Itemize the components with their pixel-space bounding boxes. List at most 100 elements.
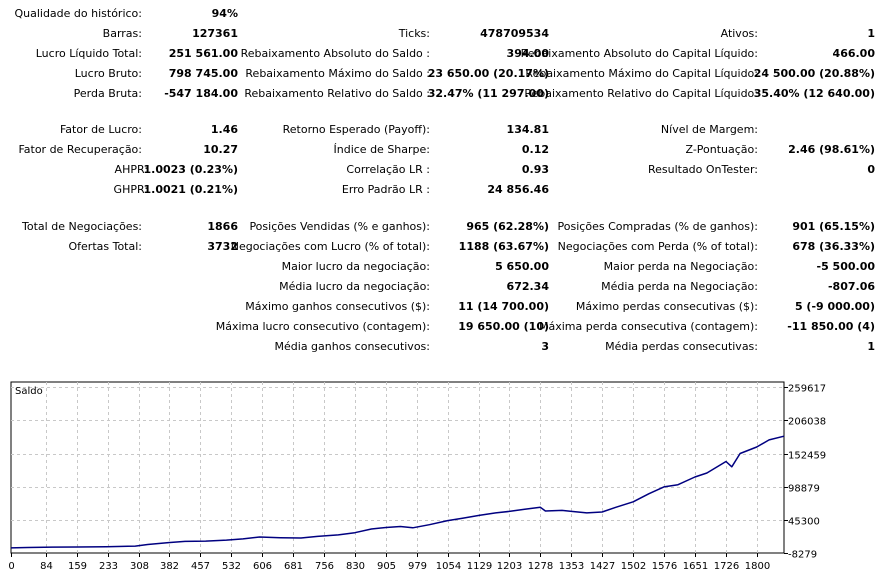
max-cons-losses-label: Máximo perdas consecutivas ($):: [575, 300, 758, 313]
ontester-value: 0: [867, 163, 875, 176]
net-profit-value: 251 561.00: [168, 47, 238, 60]
lr-correlation-value: 0.93: [521, 163, 549, 176]
symbols-label: Ativos:: [720, 27, 758, 40]
largest-profit-value: 5 650.00: [495, 260, 549, 273]
total-deals-label: Ofertas Total:: [68, 240, 143, 253]
avg-loss-label: Média perda na Negociação:: [601, 280, 758, 293]
profit-factor-label: Fator de Lucro:: [59, 123, 142, 136]
balance-dd-max-value: 23 650.00 (20.17%): [427, 67, 549, 80]
balance-dd-max-label: Rebaixamento Máximo do Saldo :: [245, 67, 430, 80]
avg-cons-losses-value: 1: [867, 340, 875, 353]
largest-loss-value: -5 500.00: [816, 260, 876, 273]
gross-loss-label: Perda Bruta:: [73, 87, 142, 100]
largest-loss-label: Maior perda na Negociação:: [603, 260, 758, 273]
recovery-factor-label: Fator de Recuperação:: [18, 143, 142, 156]
avg-cons-wins-label: Média ganhos consecutivos:: [274, 340, 430, 353]
y-tick-label: 206038: [788, 417, 826, 428]
ahpr-value: 1.0023 (0.23%): [143, 163, 239, 176]
balance-series-line: [10, 435, 785, 549]
ghpr-value: 1.0021 (0.21%): [143, 183, 239, 196]
equity-dd-rel-value: 35.40% (12 640.00): [753, 87, 875, 100]
profit-factor-value: 1.46: [210, 123, 238, 136]
x-tick-label: 905: [377, 561, 396, 572]
equity-dd-abs-value: 466.00: [832, 47, 875, 60]
lr-std-error-label: Erro Padrão LR :: [341, 183, 430, 196]
margin-level-label: Nível de Margem:: [660, 123, 758, 136]
z-score-value: 2.46 (98.61%): [788, 143, 875, 156]
gross-loss-value: -547 184.00: [164, 87, 238, 100]
x-tick-label: 1427: [590, 561, 615, 572]
sharpe-value: 0.12: [521, 143, 549, 156]
short-positions-label: Posições Vendidas (% e ganhos):: [249, 220, 430, 233]
avg-loss-value: -807.06: [827, 280, 875, 293]
loss-trades-label: Negociações com Perda (% of total):: [557, 240, 758, 253]
max-cons-profit-value: 19 650.00 (10): [458, 320, 549, 333]
equity-dd-abs-label: Rebaixamento Absoluto do Capital Líquido…: [520, 47, 758, 60]
bars-label: Barras:: [102, 27, 142, 40]
balance-chart: 0 84 159 233 308 382 457 532 606 681 756 830 905 979 1…: [0, 376, 892, 579]
max-cons-profit-label: Máxima lucro consecutivo (contagem):: [215, 320, 430, 333]
x-tick-label: 681: [284, 561, 303, 572]
max-cons-losses-value: 5 (-9 000.00): [794, 300, 875, 313]
history-quality-value: 94%: [211, 7, 238, 20]
max-cons-loss-value: -11 850.00 (4): [787, 320, 875, 333]
ticks-label: Ticks:: [398, 27, 430, 40]
expected-payoff-value: 134.81: [506, 123, 549, 136]
symbols-value: 1: [867, 27, 875, 40]
balance-dd-abs-label: Rebaixamento Absoluto do Saldo :: [240, 47, 430, 60]
x-tick-label: 159: [68, 561, 87, 572]
max-cons-wins-value: 11 (14 700.00): [458, 300, 549, 313]
history-quality-label: Qualidade do histórico:: [14, 7, 142, 20]
balance-dd-abs-value: 394.00: [506, 47, 549, 60]
total-trades-label: Total de Negociações:: [22, 220, 142, 233]
recovery-factor-value: 10.27: [203, 143, 238, 156]
z-score-label: Z-Pontuação:: [685, 143, 758, 156]
avg-profit-label: Média lucro da negociação:: [279, 280, 430, 293]
x-tick-label: 84: [40, 561, 53, 572]
x-tick-label: 1726: [714, 561, 739, 572]
loss-trades-value: 678 (36.33%): [792, 240, 875, 253]
gross-profit-label: Lucro Bruto:: [74, 67, 142, 80]
net-profit-label: Lucro Líquido Total:: [35, 47, 142, 60]
x-tick-label: 1203: [497, 561, 522, 572]
x-tick-label: 308: [130, 561, 149, 572]
y-tick-label: 98879: [788, 484, 820, 495]
y-tick-label: 152459: [788, 451, 826, 462]
max-cons-wins-label: Máximo ganhos consecutivos ($):: [245, 300, 430, 313]
x-tick-label: 979: [408, 561, 427, 572]
x-tick-label: 233: [99, 561, 118, 572]
expected-payoff-label: Retorno Esperado (Payoff):: [282, 123, 430, 136]
avg-cons-losses-label: Média perdas consecutivas:: [605, 340, 758, 353]
x-tick-label: 1278: [528, 561, 553, 572]
balance-dd-rel-label: Rebaixamento Relativo do Saldo :: [244, 87, 430, 100]
y-tick-label: 45300: [788, 517, 820, 528]
bars-value: 127361: [192, 27, 238, 40]
x-tick-label: 1502: [621, 561, 646, 572]
profit-trades-label: Negociações com Lucro (% of total):: [230, 240, 430, 253]
sharpe-label: Índice de Sharpe:: [333, 143, 431, 156]
plot-frame: [10, 381, 785, 554]
max-cons-loss-label: Máxima perda consecutiva (contagem):: [539, 320, 758, 333]
lr-std-error-value: 24 856.46: [487, 183, 549, 196]
x-tick-label: 756: [315, 561, 334, 572]
y-tick-label: 259617: [788, 384, 826, 395]
avg-profit-value: 672.34: [506, 280, 549, 293]
avg-cons-wins-value: 3: [541, 340, 549, 353]
x-tick-label: 1576: [652, 561, 677, 572]
x-tick-label: 830: [346, 561, 365, 572]
x-tick-label: 606: [253, 561, 272, 572]
largest-profit-label: Maior lucro da negociação:: [281, 260, 430, 273]
total-deals-value: 3732: [207, 240, 238, 253]
long-positions-label: Posições Compradas (% de ganhos):: [557, 220, 758, 233]
equity-dd-max-value: 24 500.00 (20.88%): [753, 67, 875, 80]
long-positions-value: 901 (65.15%): [792, 220, 875, 233]
ontester-label: Resultado OnTester:: [647, 163, 758, 176]
x-tick-label: 1353: [559, 561, 584, 572]
profit-trades-value: 1188 (63.67%): [458, 240, 549, 253]
ahpr-label: AHPR:: [114, 163, 148, 176]
x-tick-label: 1800: [745, 561, 770, 572]
x-tick-label: 532: [222, 561, 241, 572]
equity-dd-max-label: Rebaixamento Máximo do Capital Líquido:: [525, 67, 758, 80]
x-tick-label: 1129: [467, 561, 492, 572]
y-tick-label: -8279: [788, 550, 817, 561]
